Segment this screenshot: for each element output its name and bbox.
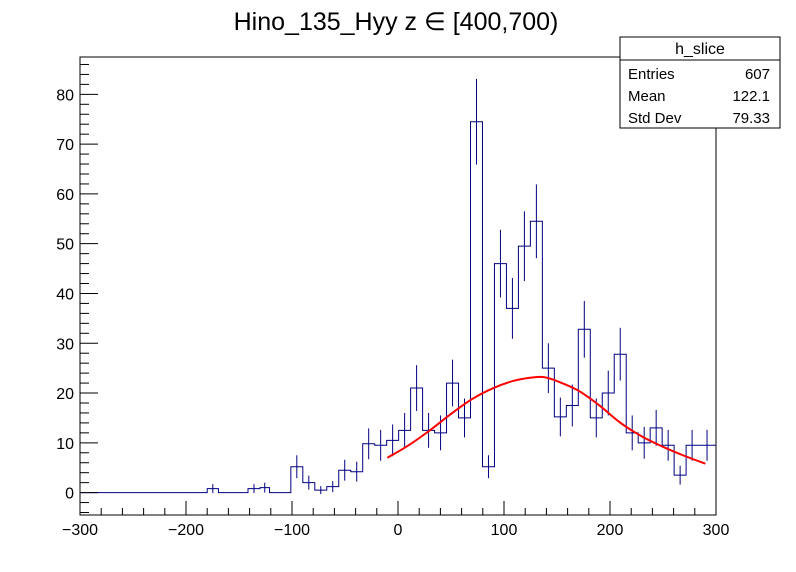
histogram-bin <box>494 264 506 493</box>
chart-title: Hino_135_Hyy z ∈ [400,700) <box>234 8 559 36</box>
y-tick-label: 20 <box>56 386 74 403</box>
x-tick-label: 300 <box>703 522 730 539</box>
histogram-outline <box>80 121 716 494</box>
x-axis: −300 −200 −100 0 100 200 300 <box>62 501 729 539</box>
x-tick-label: −100 <box>274 522 310 539</box>
x-tick-label: 200 <box>597 522 624 539</box>
y-tick-label: 80 <box>56 87 74 104</box>
y-tick-label: 0 <box>65 486 74 503</box>
y-tick-label: 40 <box>56 286 74 303</box>
y-tick-label: 50 <box>56 237 74 254</box>
y-tick-label: 30 <box>56 336 74 353</box>
histogram-bin <box>530 221 542 492</box>
histogram-bin <box>518 246 530 492</box>
stats-box: h_slice Entries 607 Mean 122.1 Std Dev 7… <box>619 36 781 129</box>
x-tick-label: 100 <box>491 522 518 539</box>
stats-mean-label: Mean <box>628 88 666 105</box>
x-tick-label: −300 <box>62 522 98 539</box>
y-tick-label: 70 <box>56 137 74 154</box>
y-tick-label: 60 <box>56 187 74 204</box>
stats-title: h_slice <box>675 41 725 58</box>
stats-entries-label: Entries <box>628 66 675 83</box>
y-axis: 0 10 20 30 40 50 60 70 80 <box>56 63 98 514</box>
y-tick-label: 10 <box>56 436 74 453</box>
stats-stddev-value: 79.33 <box>732 110 770 127</box>
histogram-series <box>80 121 716 494</box>
fit-curve <box>386 375 706 465</box>
stats-mean-value: 122.1 <box>732 88 770 105</box>
stats-stddev-label: Std Dev <box>628 110 682 127</box>
x-tick-label: −200 <box>168 522 204 539</box>
x-tick-label: 0 <box>394 522 403 539</box>
error-bars <box>212 78 708 495</box>
stats-entries-value: 607 <box>745 66 770 83</box>
histogram-bin <box>471 122 483 493</box>
